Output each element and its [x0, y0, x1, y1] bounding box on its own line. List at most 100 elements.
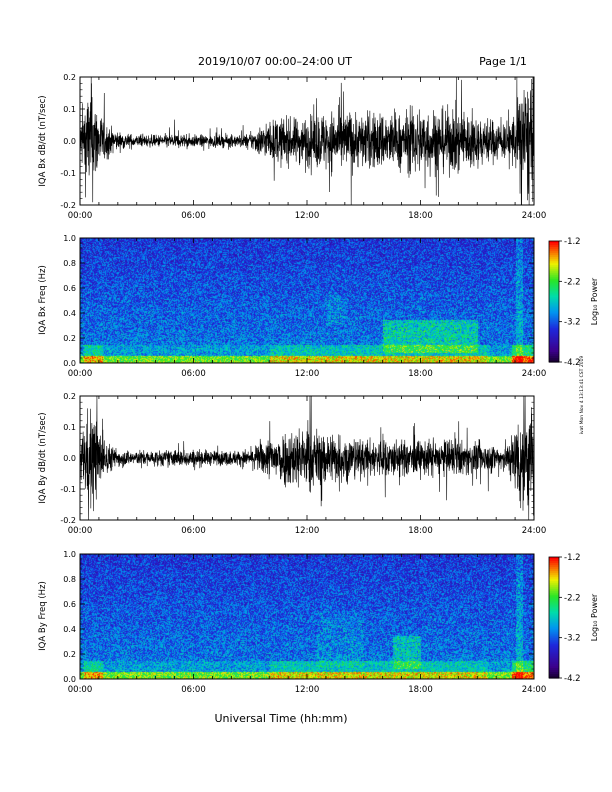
colorbar-swatch: [549, 647, 559, 651]
y-tick-label: 1.0: [63, 234, 76, 243]
colorbar-tick-label: -2.2: [564, 593, 581, 603]
x-tick-label: 12:00: [295, 526, 320, 536]
x-tick-label: 18:00: [408, 685, 433, 695]
colorbar-swatch: [549, 561, 559, 564]
colorbar-swatch: [549, 603, 559, 606]
x-tick-label: 18:00: [408, 526, 433, 536]
colorbar-swatch: [549, 575, 559, 578]
colorbar-swatch: [549, 299, 559, 303]
colorbar-swatch: [549, 673, 559, 677]
colorbar-swatch: [549, 627, 559, 631]
y-tick-label: 0.2: [63, 392, 76, 401]
x-tick-label: 24:00: [522, 369, 547, 379]
colorbar-swatch: [549, 269, 559, 272]
colorbar-tick-label: -4.2: [564, 674, 581, 684]
colorbar-swatch: [549, 657, 559, 661]
colorbar-swatch: [549, 345, 559, 349]
colorbar-swatch: [549, 347, 559, 351]
colorbar-swatch: [549, 281, 559, 284]
x-tick-label: 00:00: [68, 211, 93, 221]
y-tick-label: 0.2: [63, 334, 76, 343]
colorbar-swatch: [549, 645, 559, 649]
colorbar-swatch: [549, 641, 559, 645]
colorbar-swatch: [549, 353, 559, 357]
colorbar-swatch: [549, 597, 559, 600]
colorbar-swatch: [549, 273, 559, 276]
colorbar-swatch: [549, 315, 559, 319]
colorbar-swatch: [549, 243, 559, 246]
page-title: 2019/10/07 00:00–24:00 UT: [198, 55, 352, 68]
colorbar-swatch: [549, 573, 559, 576]
colorbar-swatch: [549, 271, 559, 274]
bx-dbdt-panel: 00:00 06:00 12:00 18:00 24:00 0.2 0.1 0.0 -0.1 -0…: [38, 73, 546, 221]
colorbar-swatch: [549, 293, 559, 297]
colorbar-frame: [548, 240, 560, 363]
colorbar-swatch: [549, 247, 559, 250]
colorbar-swatch: [549, 301, 559, 305]
colorbar-swatch: [549, 287, 559, 290]
y-tick-label: 0.2: [63, 73, 76, 82]
colorbar-swatch: [549, 279, 559, 282]
colorbar-swatch: [549, 305, 559, 309]
colorbar-tick-label: -3.2: [564, 634, 581, 644]
colorbar-swatch: [549, 613, 559, 617]
y-tick-label: -0.2: [60, 516, 76, 525]
colorbar-swatch: [549, 581, 559, 584]
colorbar-swatch: [549, 559, 559, 562]
colorbar-swatch: [549, 283, 559, 286]
colorbar-swatch: [549, 343, 559, 347]
x-tick-label: 24:00: [522, 526, 547, 536]
x-axis-label: Universal Time (hh:mm): [215, 712, 348, 725]
colorbar-frame: [548, 556, 560, 679]
by-colorbar: -1.2 -2.2 -3.2 -4.2 Log₁₀ Power: [548, 553, 599, 684]
y-tick-label: -0.2: [60, 201, 76, 210]
colorbar-label: Log₁₀ Power: [590, 277, 599, 325]
colorbar-swatch: [549, 327, 559, 331]
colorbar-swatch: [549, 257, 559, 260]
colorbar-swatch: [549, 245, 559, 248]
colorbar-swatch: [549, 265, 559, 268]
colorbar-swatch: [549, 635, 559, 639]
colorbar-swatch: [549, 663, 559, 667]
colorbar-swatch: [549, 595, 559, 598]
x-tick-label: 00:00: [68, 526, 93, 536]
colorbar-swatch: [549, 607, 559, 611]
y-tick-label: 0.6: [63, 284, 76, 293]
colorbar-swatch: [549, 655, 559, 659]
colorbar-tick-label: -2.2: [564, 277, 581, 287]
y-tick-label: -0.1: [60, 169, 76, 178]
colorbar-swatch: [549, 275, 559, 278]
colorbar-swatch: [549, 319, 559, 323]
x-tick-label: 00:00: [68, 369, 93, 379]
colorbar-swatch: [549, 619, 559, 623]
colorbar-swatch: [549, 579, 559, 582]
colorbar-swatch: [549, 587, 559, 590]
colorbar-swatch: [549, 335, 559, 339]
x-tick-label: 24:00: [522, 685, 547, 695]
colorbar-swatch: [549, 571, 559, 574]
colorbar-swatch: [549, 661, 559, 665]
x-tick-label: 06:00: [181, 211, 206, 221]
colorbar-swatch: [549, 591, 559, 594]
colorbar-swatch: [549, 637, 559, 641]
colorbar-swatch: [549, 659, 559, 663]
y-tick-label: 0.0: [63, 137, 76, 146]
y-tick-label: 0.2: [63, 650, 76, 659]
y-tick-label: 0.8: [63, 575, 76, 584]
by-spectrogram-panel: 00:00 06:00 12:00 18:00 24:00 1.0 0.8 0.6 0.4 0.2…: [38, 550, 599, 695]
bx-dbdt-trace: [79, 76, 535, 206]
colorbar-swatch: [549, 629, 559, 633]
x-tick-label: 00:00: [68, 685, 93, 695]
colorbar-tick-label: -1.2: [564, 237, 581, 247]
colorbar-swatch: [549, 589, 559, 592]
colorbar-swatch: [549, 643, 559, 647]
colorbar-swatch: [549, 255, 559, 258]
bx-spectrogram-image: [80, 238, 534, 363]
colorbar-swatch: [549, 649, 559, 653]
colorbar-swatch: [549, 359, 559, 363]
colorbar-swatch: [549, 341, 559, 345]
y-tick-label: 0.8: [63, 259, 76, 268]
colorbar-swatch: [549, 263, 559, 266]
colorbar-swatch: [549, 303, 559, 307]
colorbar-swatch: [549, 357, 559, 361]
